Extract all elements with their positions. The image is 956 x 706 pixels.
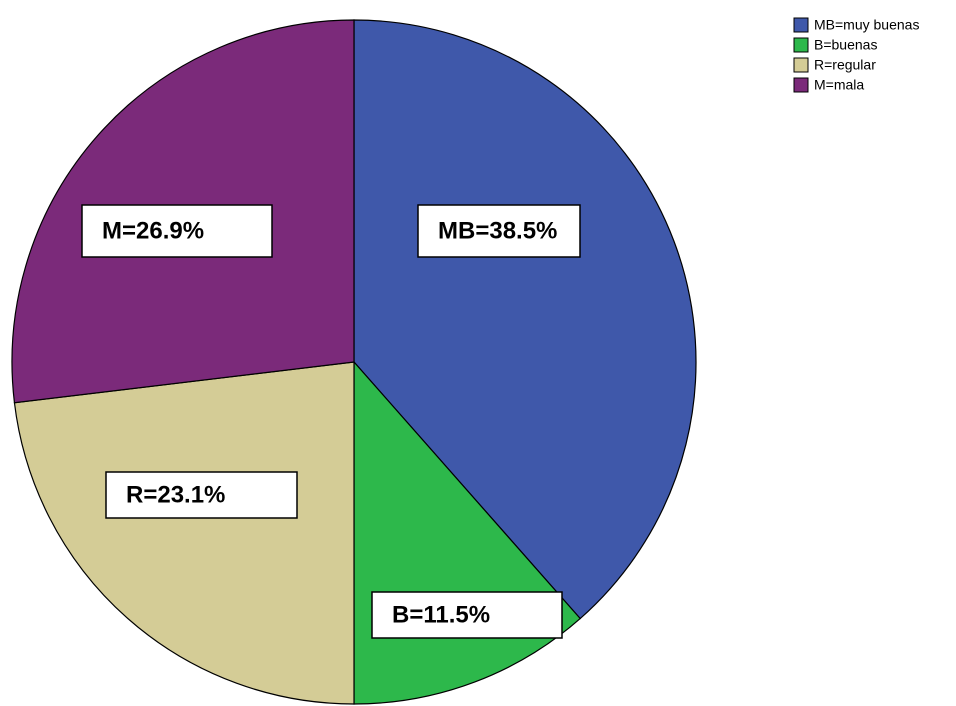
legend-label: M=mala xyxy=(814,77,864,93)
label-box xyxy=(81,204,273,258)
legend-swatch xyxy=(793,37,809,53)
pie-slice xyxy=(13,361,355,705)
label-box xyxy=(417,204,581,258)
slice-label: R=23.1% xyxy=(126,481,225,508)
slice-label: M=26.9% xyxy=(102,217,204,244)
legend-swatch xyxy=(793,57,809,73)
slice-label: MB=38.5% xyxy=(438,217,557,244)
legend-swatch xyxy=(793,77,809,93)
legend-label: R=regular xyxy=(814,57,876,73)
legend-label: B=buenas xyxy=(814,37,877,53)
pie-slice xyxy=(353,19,697,620)
legend-label: MB=muy buenas xyxy=(814,17,919,33)
label-box xyxy=(371,591,563,639)
slice-label: B=11.5% xyxy=(392,601,490,628)
legend-swatch xyxy=(793,17,809,33)
label-box xyxy=(105,471,298,519)
